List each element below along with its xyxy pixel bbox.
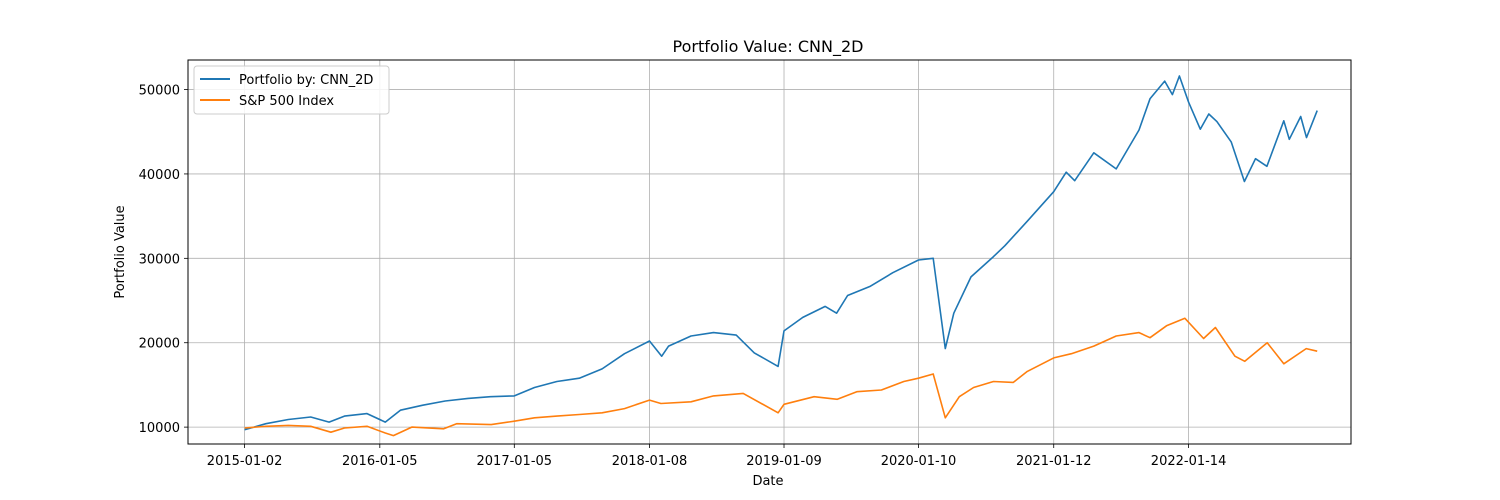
- x-tick-label: 2015-01-02: [207, 454, 283, 469]
- x-tick-label: 2018-01-08: [612, 454, 688, 469]
- grid: [188, 60, 1351, 444]
- y-tick-label: 10000: [139, 421, 180, 436]
- chart-title: Portfolio Value: CNN_2D: [673, 37, 864, 57]
- plot-frame: [187, 59, 1352, 445]
- x-axis-title: Date: [752, 474, 783, 489]
- legend-label: S&P 500 Index: [239, 94, 334, 109]
- y-tick-label: 20000: [139, 337, 180, 352]
- series-line-1: [244, 75, 1318, 431]
- x-tick-label: 2022-01-14: [1151, 454, 1227, 469]
- y-axis-title: Portfolio Value: [113, 205, 128, 298]
- x-tick-label: 2017-01-05: [477, 454, 553, 469]
- x-tick-label: 2021-01-12: [1016, 454, 1092, 469]
- x-tick-label: 2019-01-09: [746, 454, 822, 469]
- legend: Portfolio by: CNN_2D S&P 500 Index: [193, 65, 390, 115]
- legend-label: Portfolio by: CNN_2D: [239, 73, 373, 88]
- x-axis: 2015-01-02 2016-01-05 2017-01-05 2018-01-08…: [207, 444, 1227, 469]
- series-line-2: [244, 317, 1318, 437]
- legend-box: [193, 65, 390, 115]
- y-tick-label: 50000: [139, 84, 180, 99]
- x-tick-label: 2020-01-10: [881, 454, 957, 469]
- y-axis: 10000 20000 30000 40000 50000: [139, 84, 188, 436]
- x-tick-label: 2016-01-05: [342, 454, 418, 469]
- y-tick-label: 40000: [139, 168, 180, 183]
- y-tick-label: 30000: [139, 252, 180, 267]
- series-group: [244, 75, 1318, 437]
